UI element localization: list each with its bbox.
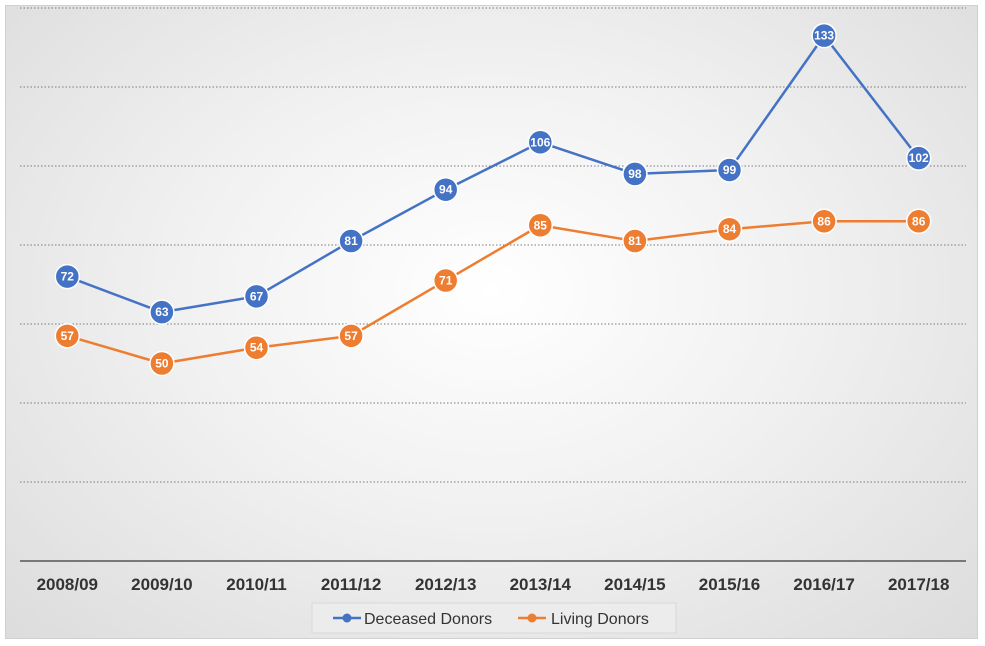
data-point [905,208,932,235]
data-point [622,161,648,187]
data-label: 99 [723,163,737,177]
data-point [149,350,175,377]
data-label: 84 [723,222,737,236]
data-label: 63 [155,305,169,319]
data-label: 86 [817,214,831,228]
data-label: 57 [61,329,75,343]
data-point [243,283,270,310]
gridlines [20,7,966,483]
data-label: 133 [814,29,834,43]
series-living: 57 50 54 57 71 85 81 84 86 86 [54,208,932,377]
legend-label-deceased: Deceased Donors [364,611,492,628]
data-point [905,145,932,171]
x-tick-label: 2011/12 [321,575,382,594]
data-point [527,212,554,238]
data-label: 102 [909,151,929,165]
data-point [432,176,459,203]
x-tick-label: 2014/15 [604,575,665,594]
data-point [622,228,648,254]
data-point [811,22,837,49]
series-line [66,220,919,365]
x-tick-label: 2012/13 [415,575,476,594]
data-label: 86 [912,214,926,228]
data-label: 106 [530,135,550,149]
data-label: 72 [61,270,75,284]
data-point [338,323,364,349]
data-label: 98 [628,167,642,181]
legend-marker-living [527,613,537,623]
data-point [527,129,554,156]
chart-area: 2008/09 2009/10 2010/11 2011/12 2012/13 2013/… [5,5,978,639]
legend-item-deceased: Deceased Donors [333,611,492,628]
data-label: 50 [155,357,169,371]
series-lines: 72 63 67 81 94 106 98 99 133 102 57 50 54 57 71 85 81 84 8… [54,22,932,377]
x-tick-label: 2016/17 [793,575,854,594]
x-tick-label: 2008/09 [37,575,98,594]
legend-label-living: Living Donors [551,611,649,628]
data-label: 81 [344,234,358,248]
x-tick-labels: 2008/09 2009/10 2010/11 2011/12 2012/13 2013/… [37,575,950,594]
data-point [54,263,81,290]
data-label: 94 [439,183,453,197]
legend-box [311,602,677,634]
x-tick-label: 2017/18 [888,575,949,594]
data-label: 85 [534,218,548,232]
legend: Deceased Donors Living Donors [311,602,677,634]
x-tick-label: 2010/11 [226,575,287,594]
data-point [243,334,270,361]
data-point [338,228,364,254]
data-label: 54 [250,341,264,355]
series-deceased: 72 63 67 81 94 106 98 99 133 102 [54,22,932,325]
data-point [716,157,743,183]
series-line [66,34,920,314]
x-tick-label: 2009/10 [131,575,192,594]
data-point [811,208,837,235]
data-label: 81 [628,234,642,248]
data-point [716,216,743,242]
legend-item-living: Living Donors [518,611,649,628]
line-chart: 2008/09 2009/10 2010/11 2011/12 2012/13 2013/… [20,7,966,634]
x-tick-label: 2013/14 [510,575,572,594]
legend-marker-deceased [342,613,352,623]
data-label: 71 [439,274,453,288]
data-point [432,267,459,294]
data-label: 57 [344,329,358,343]
data-label: 67 [250,289,264,303]
data-point [149,299,175,325]
x-tick-label: 2015/16 [699,575,760,594]
data-point [54,323,81,349]
